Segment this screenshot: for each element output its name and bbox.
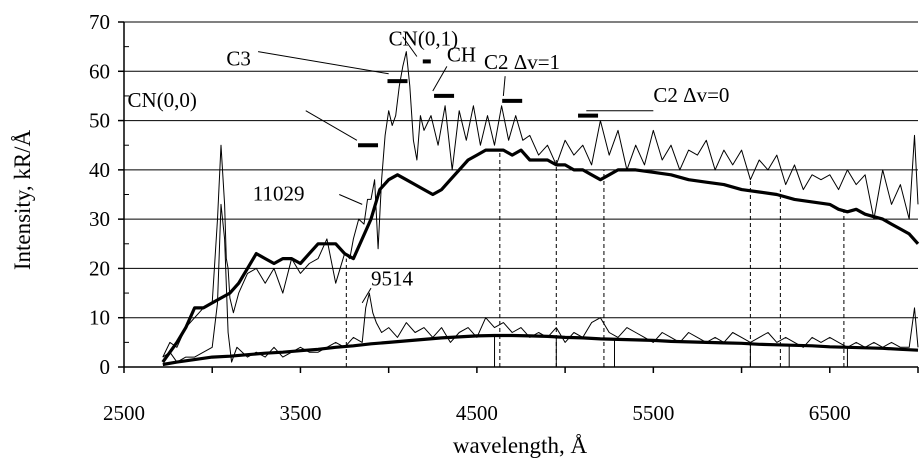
annotation-leader-ch <box>432 66 448 92</box>
y-tick-label-20: 20 <box>89 256 110 280</box>
y-tick-label-70: 70 <box>89 10 110 34</box>
y-tick-label-0: 0 <box>100 355 111 379</box>
x-axis-label: wavelength, Å <box>453 433 588 458</box>
x-tick-label-6500: 6500 <box>809 401 851 425</box>
annotation-label-cn-0-1-: CN(0,1) <box>389 27 458 51</box>
annotation-label-c2-v-1: C2 Δv=1 <box>484 50 560 74</box>
annotation-leader-c3 <box>258 51 389 75</box>
series-line-11029-raw <box>162 51 919 358</box>
y-tick-label-40: 40 <box>89 158 110 182</box>
series-group <box>161 51 920 367</box>
y-axis-label: Intensity, kR/Å <box>10 129 35 270</box>
annotation-leader-11029 <box>339 194 363 205</box>
annotation-leader-cn-0-1- <box>402 36 418 57</box>
x-tick-label-3500: 3500 <box>279 401 321 425</box>
annotation-leader-9514 <box>361 287 372 304</box>
annotation-label-cn-0-0-: CN(0,0) <box>128 88 197 112</box>
x-tick-label-4500: 4500 <box>456 401 498 425</box>
annotation-label-11029: 11029 <box>253 181 305 205</box>
band-markers <box>358 59 599 148</box>
annotations: CN(0,1) C3 CH C2 Δv=1 CN(0,0) C2 Δv=0 11029 951… <box>128 27 729 304</box>
x-tick-label-5500: 5500 <box>632 401 674 425</box>
series-line-9514-smooth <box>162 333 919 367</box>
series-line-11029-smooth <box>161 148 920 364</box>
annotation-label-9514: 9514 <box>371 267 414 291</box>
annotation-label-c2-v-0: C2 Δv=0 <box>653 83 729 107</box>
annotation-label-c3: C3 <box>226 46 251 70</box>
annotation-leader-cn-0-0- <box>305 110 358 141</box>
y-tick-label-60: 60 <box>89 59 110 83</box>
tick-labels: 0 10 20 30 40 50 60 70 2500 3500 4500 5500 6500 <box>89 10 851 425</box>
y-tick-label-30: 30 <box>89 207 110 231</box>
axes <box>118 21 919 373</box>
vertical-markers <box>345 150 848 367</box>
series-line-9514-raw <box>162 203 919 363</box>
x-tick-label-2500: 2500 <box>103 401 145 425</box>
y-tick-label-10: 10 <box>89 306 110 330</box>
annotation-leader-c2-v-1 <box>502 76 506 96</box>
y-tick-label-50: 50 <box>89 109 110 133</box>
annotation-label-ch: CH <box>447 42 476 66</box>
